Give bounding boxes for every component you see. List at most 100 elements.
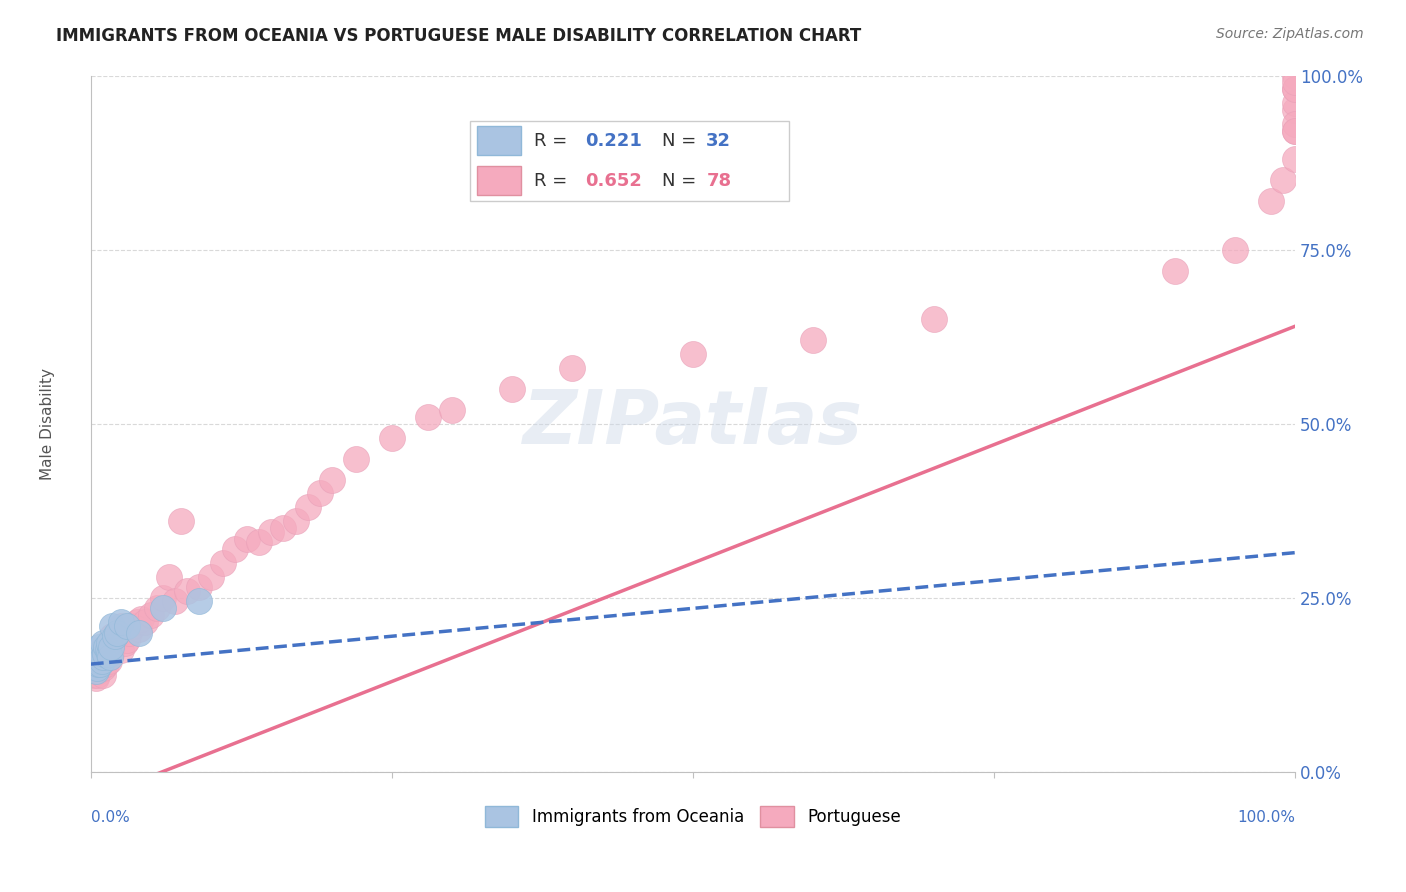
Point <box>87 657 110 671</box>
Point <box>93 657 115 671</box>
Point <box>84 650 107 665</box>
Point <box>84 671 107 685</box>
Point <box>87 650 110 665</box>
Point <box>101 629 124 643</box>
Point <box>100 640 122 654</box>
Point <box>86 647 108 661</box>
Point <box>1284 117 1306 131</box>
Point <box>922 312 945 326</box>
Point <box>104 632 127 647</box>
Text: 100.0%: 100.0% <box>1237 810 1295 825</box>
Point <box>682 347 704 361</box>
Point <box>105 625 128 640</box>
Point <box>188 581 211 595</box>
Legend: Immigrants from Oceania, Portuguese: Immigrants from Oceania, Portuguese <box>478 800 908 833</box>
Point <box>188 594 211 608</box>
Point <box>212 556 235 570</box>
Point <box>1284 96 1306 111</box>
Point <box>89 657 111 671</box>
Point <box>308 486 330 500</box>
Point <box>105 629 128 643</box>
Text: IMMIGRANTS FROM OCEANIA VS PORTUGUESE MALE DISABILITY CORRELATION CHART: IMMIGRANTS FROM OCEANIA VS PORTUGUESE MA… <box>56 27 862 45</box>
Point <box>115 619 138 633</box>
Point <box>1260 194 1282 208</box>
Point <box>146 601 169 615</box>
Point <box>82 657 104 671</box>
Point <box>100 647 122 661</box>
Point <box>87 664 110 678</box>
Point <box>96 640 118 654</box>
Point <box>89 640 111 654</box>
Point <box>86 660 108 674</box>
Point <box>152 601 174 615</box>
Point <box>97 636 120 650</box>
Point <box>90 650 112 665</box>
Point <box>91 643 114 657</box>
Point <box>110 619 132 633</box>
Point <box>98 636 121 650</box>
Point <box>131 612 153 626</box>
Point <box>200 570 222 584</box>
Text: Source: ZipAtlas.com: Source: ZipAtlas.com <box>1216 27 1364 41</box>
Point <box>1284 69 1306 83</box>
Point <box>110 643 132 657</box>
Point <box>297 500 319 515</box>
Point <box>224 542 246 557</box>
Point <box>134 615 156 630</box>
Point <box>91 667 114 681</box>
Point <box>96 657 118 671</box>
Point <box>114 636 136 650</box>
Point <box>94 650 117 665</box>
Point <box>344 451 367 466</box>
Point <box>89 647 111 661</box>
Text: 0.0%: 0.0% <box>91 810 129 825</box>
Point <box>273 521 295 535</box>
Point <box>118 625 141 640</box>
Point <box>176 584 198 599</box>
Point <box>125 615 148 630</box>
Point <box>165 594 187 608</box>
Point <box>260 524 283 539</box>
Point <box>90 647 112 661</box>
Point <box>91 654 114 668</box>
Point <box>90 654 112 668</box>
Point <box>83 664 105 678</box>
Point <box>1284 82 1306 96</box>
Point <box>104 629 127 643</box>
Point <box>236 532 259 546</box>
Point <box>83 654 105 668</box>
Point <box>1223 243 1246 257</box>
Point <box>101 619 124 633</box>
Point <box>1163 263 1185 277</box>
Point <box>561 361 583 376</box>
Point <box>1284 103 1306 118</box>
Point <box>1284 124 1306 138</box>
Point <box>82 667 104 681</box>
Point <box>115 632 138 647</box>
Point <box>91 660 114 674</box>
Point <box>321 473 343 487</box>
Point <box>89 650 111 665</box>
Point <box>84 657 107 671</box>
Point <box>139 608 162 623</box>
Point <box>1284 82 1306 96</box>
Point <box>94 647 117 661</box>
Point <box>91 650 114 665</box>
Point <box>152 591 174 605</box>
Point <box>84 664 107 678</box>
Point <box>90 643 112 657</box>
Text: ZIPatlas: ZIPatlas <box>523 387 863 460</box>
Point <box>1284 152 1306 166</box>
Point <box>157 570 180 584</box>
Point <box>98 650 121 665</box>
Point <box>122 619 145 633</box>
Text: Male Disability: Male Disability <box>39 368 55 480</box>
Point <box>801 333 824 347</box>
Point <box>1272 173 1295 187</box>
Point <box>441 402 464 417</box>
Point <box>89 654 111 668</box>
Point <box>247 535 270 549</box>
Point <box>97 654 120 668</box>
Point <box>91 636 114 650</box>
Point <box>1284 124 1306 138</box>
